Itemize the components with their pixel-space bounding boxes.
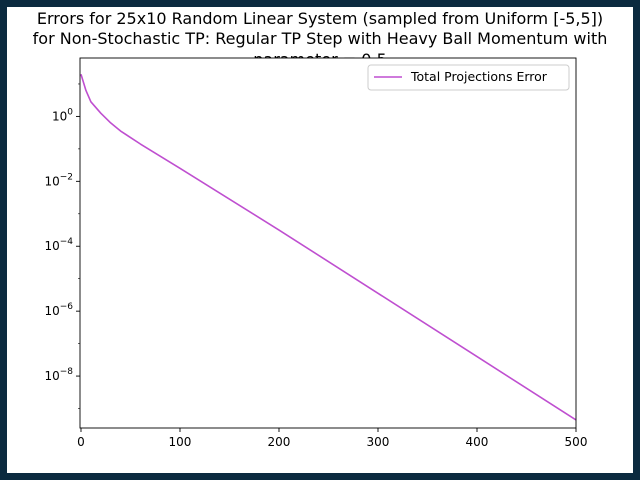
figure: Errors for 25x10 Random Linear System (s… — [7, 7, 633, 473]
x-tick-label-0: 0 — [77, 435, 85, 449]
y-tick-label--4: 10−4 — [44, 237, 73, 253]
title-line-2: for Non-Stochastic TP: Regular TP Step w… — [33, 29, 608, 48]
series-line-0 — [80, 73, 577, 421]
plot-frame — [79, 57, 577, 429]
legend-label: Total Projections Error — [410, 69, 548, 84]
x-tick-label-200: 200 — [268, 435, 291, 449]
y-tick-label--8: 10−8 — [44, 367, 73, 383]
legend: Total Projections Error — [367, 64, 570, 91]
x-tick-label-400: 400 — [466, 435, 489, 449]
legend-box — [367, 64, 570, 91]
x-tick-label-300: 300 — [367, 435, 390, 449]
y-tick-label--2: 10−2 — [44, 172, 73, 188]
y-tick-label--6: 10−6 — [44, 302, 73, 318]
title-line-1: Errors for 25x10 Random Linear System (s… — [37, 9, 603, 28]
x-tick-label-500: 500 — [565, 435, 588, 449]
x-tick-label-100: 100 — [169, 435, 192, 449]
y-tick-label-0: 100 — [52, 107, 73, 123]
chart: Errors for 25x10 Random Linear System (s… — [33, 9, 608, 449]
